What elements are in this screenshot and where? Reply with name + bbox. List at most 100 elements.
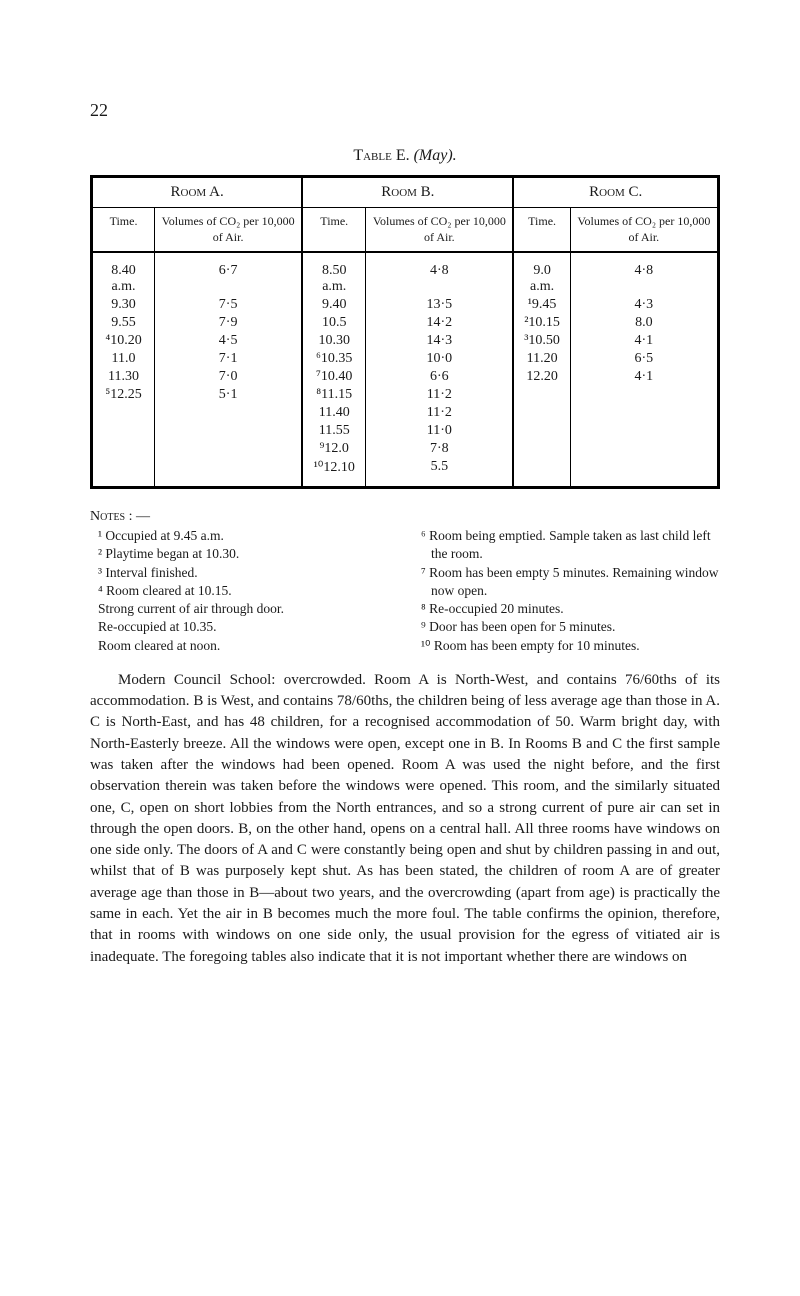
table-row: ⁹12.07·8 (92, 440, 719, 458)
table-row: 9.307·59.4013·5¹9.454·3 (92, 296, 719, 314)
table-cell: 9.55 (92, 314, 155, 332)
table-row: 11.07·1⁶10.3510·011.206·5 (92, 350, 719, 368)
document-page: 22 Table E. (May). Room A. Room B. Room … (0, 0, 800, 1296)
table-row: 8.40 a.m.6·78.50 a.m.4·89.0 a.m.4·8 (92, 252, 719, 296)
table-cell: 10.30 (302, 332, 365, 350)
col-time-b: Time. (302, 208, 365, 253)
col-time-c: Time. (513, 208, 570, 253)
table-cell: 4·3 (570, 296, 718, 314)
notes-block: ¹ Occupied at 9.45 a.m.² Playtime began … (90, 527, 720, 655)
room-b-header: Room B. (302, 177, 513, 208)
table-row: ¹⁰12.105.5 (92, 458, 719, 488)
note-item: ⁴ Room cleared at 10.15. (90, 582, 397, 600)
data-table: Room A. Room B. Room C. Time. Volumes of… (90, 175, 720, 489)
table-cell: 6·6 (366, 368, 514, 386)
table-cell: ³10.50 (513, 332, 570, 350)
table-cell: ⁸11.15 (302, 386, 365, 404)
note-item: Re-occupied at 10.35. (90, 618, 397, 636)
table-cell: 4·5 (155, 332, 303, 350)
table-cell (155, 458, 303, 488)
table-cell: 4·8 (570, 252, 718, 296)
table-cell: 10.5 (302, 314, 365, 332)
table-cell: 4·8 (366, 252, 514, 296)
table-cell: 9.40 (302, 296, 365, 314)
table-row: 11.307·0⁷10.406·612.204·1 (92, 368, 719, 386)
table-row: ⁵12.255·1⁸11.1511·2 (92, 386, 719, 404)
note-item: Room cleared at noon. (90, 637, 397, 655)
table-cell (570, 386, 718, 404)
table-cell: 11·2 (366, 386, 514, 404)
table-cell (92, 404, 155, 422)
note-item: ⁸ Re-occupied 20 minutes. (413, 600, 720, 618)
notes-right-col: ⁶ Room being emptied. Sample taken as la… (413, 527, 720, 655)
table-cell: ⁷10.40 (302, 368, 365, 386)
note-item: ⁶ Room being emptied. Sample taken as la… (413, 527, 720, 563)
notes-left-col: ¹ Occupied at 9.45 a.m.² Playtime began … (90, 527, 397, 655)
notes-heading: Notes : — (90, 509, 720, 525)
table-row: 9.557·910.514·2²10.158.0 (92, 314, 719, 332)
note-item: ⁷ Room has been empty 5 minutes. Remaini… (413, 564, 720, 600)
note-item: Strong current of air through door. (90, 600, 397, 618)
table-cell: ⁶10.35 (302, 350, 365, 368)
table-cell: ¹⁰12.10 (302, 458, 365, 488)
table-cell: 7·1 (155, 350, 303, 368)
col-time-a: Time. (92, 208, 155, 253)
table-cell (92, 458, 155, 488)
table-cell: 8.0 (570, 314, 718, 332)
table-cell (155, 440, 303, 458)
table-cell: 11.30 (92, 368, 155, 386)
table-cell (155, 422, 303, 440)
table-cell: 11·2 (366, 404, 514, 422)
table-cell: 14·2 (366, 314, 514, 332)
table-cell (570, 404, 718, 422)
table-cell: 12.20 (513, 368, 570, 386)
table-cell (570, 458, 718, 488)
table-title: Table E. (May). (90, 147, 720, 165)
body-paragraph: Modern Council School: overcrowded. Room… (90, 670, 720, 968)
table-cell: ⁴10.20 (92, 332, 155, 350)
table-cell: 11·0 (366, 422, 514, 440)
note-item: ¹⁰ Room has been empty for 10 minutes. (413, 637, 720, 655)
table-row: ⁴10.204·510.3014·3³10.504·1 (92, 332, 719, 350)
table-title-letter: E. (396, 147, 410, 164)
table-title-suffix: (May). (414, 147, 457, 164)
table-cell: 11.20 (513, 350, 570, 368)
note-item: ³ Interval finished. (90, 564, 397, 582)
table-cell: 11.55 (302, 422, 365, 440)
table-cell (513, 422, 570, 440)
table-cell (570, 422, 718, 440)
table-cell (155, 404, 303, 422)
col-co2-b: Volumes of CO₂ per 10,000 of Air. (366, 208, 514, 253)
table-cell (513, 404, 570, 422)
table-cell (92, 440, 155, 458)
room-a-header: Room A. (92, 177, 303, 208)
table-cell: 7·5 (155, 296, 303, 314)
table-cell: 6·5 (570, 350, 718, 368)
table-cell: 4·1 (570, 332, 718, 350)
table-cell: 11.0 (92, 350, 155, 368)
table-cell: ⁹12.0 (302, 440, 365, 458)
note-item: ¹ Occupied at 9.45 a.m. (90, 527, 397, 545)
table-cell: 5.5 (366, 458, 514, 488)
table-cell (570, 440, 718, 458)
room-c-header: Room C. (513, 177, 718, 208)
table-cell: 7·8 (366, 440, 514, 458)
table-cell: 5·1 (155, 386, 303, 404)
table-cell: 9.30 (92, 296, 155, 314)
table-cell: 11.40 (302, 404, 365, 422)
table-cell: 8.50 a.m. (302, 252, 365, 296)
col-co2-a: Volumes of CO₂ per 10,000 of Air. (155, 208, 303, 253)
table-cell: 8.40 a.m. (92, 252, 155, 296)
page-number: 22 (90, 100, 720, 121)
table-cell: 7·9 (155, 314, 303, 332)
table-cell: ¹9.45 (513, 296, 570, 314)
col-co2-c: Volumes of CO₂ per 10,000 of Air. (570, 208, 718, 253)
table-cell: 9.0 a.m. (513, 252, 570, 296)
table-title-prefix: Table (353, 147, 392, 164)
table-cell: 10·0 (366, 350, 514, 368)
table-cell (513, 440, 570, 458)
table-row: 11.5511·0 (92, 422, 719, 440)
table-cell (513, 458, 570, 488)
table-cell (513, 386, 570, 404)
table-cell: ²10.15 (513, 314, 570, 332)
